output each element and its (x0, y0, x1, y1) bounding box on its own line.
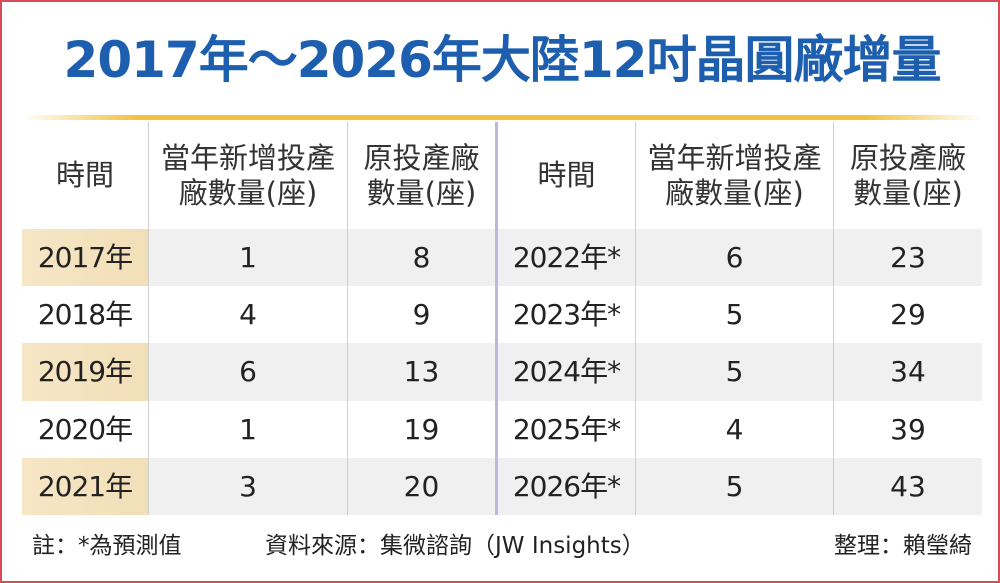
table-row: 2017年 1 8 2022年* 6 23 (22, 229, 982, 287)
orig-count-cell: 8 (347, 229, 495, 287)
header-time-right-label: 時間 (537, 158, 596, 193)
new-count-cell: 4 (148, 286, 347, 344)
header-time-left-label: 時間 (55, 158, 114, 193)
header-orig-right-line1: 原投產廠 (849, 141, 966, 176)
year-cell: 2026年* (495, 457, 635, 515)
year-cell: 2023年* (495, 286, 635, 344)
header-new-left: 當年新增投產 廠數量(座) (148, 122, 347, 229)
table-row: 2019年 6 13 2024年* 5 34 (22, 343, 982, 401)
header-orig-left-line2: 數量(座) (366, 175, 477, 210)
header-new-left-line1: 當年新增投產 (160, 141, 335, 176)
footer: 註：*為預測值 資料來源：集微諮詢（JW Insights） 整理：賴瑩綺 (2, 522, 1000, 562)
year-cell: 2025年* (495, 400, 635, 458)
orig-count-cell: 39 (833, 400, 982, 458)
orig-count-cell: 43 (833, 457, 982, 515)
year-cell: 2022年* (495, 229, 635, 287)
year-cell: 2018年 (37, 298, 133, 332)
new-count-cell: 1 (148, 400, 347, 458)
new-count-cell: 4 (635, 400, 833, 458)
new-count-cell: 6 (148, 343, 347, 401)
orig-count-cell: 20 (347, 457, 495, 515)
title-underline (22, 115, 982, 120)
new-count-cell: 5 (635, 286, 833, 344)
new-count-cell: 5 (635, 343, 833, 401)
data-table: 時間 當年新增投產 廠數量(座) 原投產廠 數量(座) 時間 當年新增投產 (22, 122, 982, 515)
orig-count-cell: 34 (833, 343, 982, 401)
orig-count-cell: 13 (347, 343, 495, 401)
year-cell: 2019年 (22, 343, 148, 401)
header-time-left: 時間 (22, 122, 148, 229)
orig-count-cell: 23 (833, 229, 982, 287)
new-count-cell: 1 (148, 229, 347, 287)
header-orig-left-line1: 原投產廠 (363, 141, 480, 176)
data-source: 資料來源：集微諮詢（JW Insights） (265, 533, 645, 559)
header-orig-left: 原投產廠 數量(座) (347, 122, 495, 229)
header-new-left-line2: 廠數量(座) (178, 175, 318, 210)
new-count-cell: 5 (635, 457, 833, 515)
forecast-note: 註：*為預測值 (32, 533, 182, 559)
orig-count-cell: 29 (833, 286, 982, 344)
table-row: 2018年 4 9 2023年* 5 29 (22, 286, 982, 344)
year-cell: 2024年* (495, 343, 635, 401)
year-cell: 2021年 (22, 457, 148, 515)
year-cell: 2017年 (22, 229, 148, 287)
new-count-cell: 6 (635, 229, 833, 287)
orig-count-cell: 19 (347, 400, 495, 458)
orig-count-cell: 9 (347, 286, 495, 344)
year-cell: 2020年 (37, 412, 133, 446)
header-new-right-line2: 廠數量(座) (665, 175, 804, 210)
new-count-cell: 3 (148, 457, 347, 515)
header-time-right: 時間 (495, 122, 635, 229)
chart-title: 2017年～2026年大陸12吋晶圓廠增量 (63, 31, 942, 89)
header-orig-right: 原投產廠 數量(座) (833, 122, 982, 229)
compiled-by: 整理：賴瑩綺 (834, 533, 972, 559)
table-row: 2020年 1 19 2025年* 4 39 (22, 400, 982, 458)
table-header-row: 時間 當年新增投產 廠數量(座) 原投產廠 數量(座) 時間 當年新增投產 (22, 122, 982, 229)
table-row: 2021年 3 20 2026年* 5 43 (22, 457, 982, 515)
header-new-right-line1: 當年新增投產 (647, 141, 822, 176)
header-orig-right-line2: 數量(座) (853, 175, 963, 210)
header-new-right: 當年新增投產 廠數量(座) (635, 122, 833, 229)
